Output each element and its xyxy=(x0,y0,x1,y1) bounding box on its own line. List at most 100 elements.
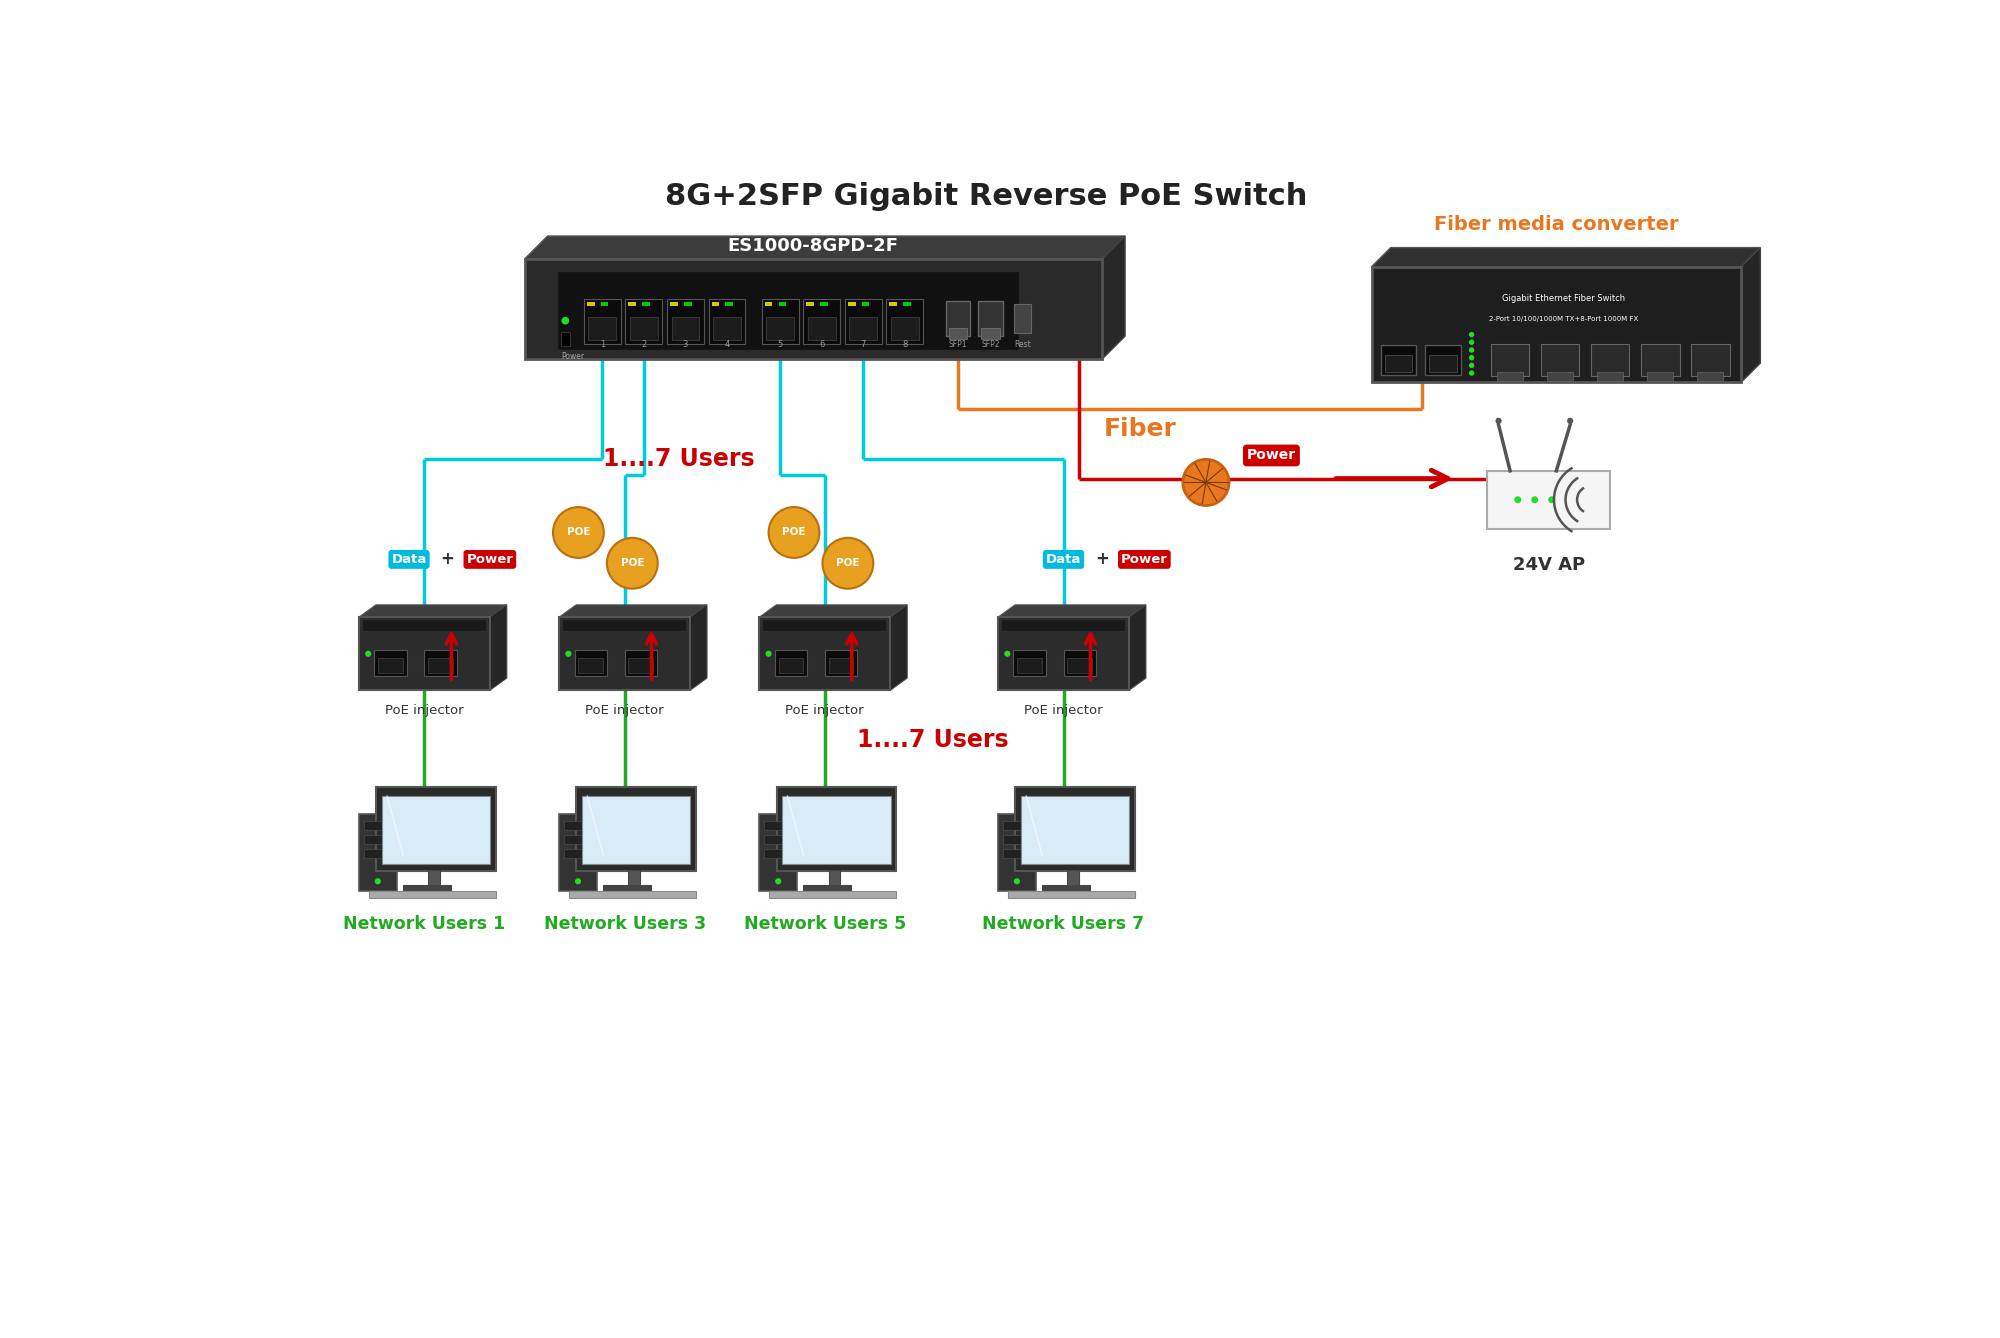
Bar xyxy=(824,650,858,677)
Bar xyxy=(578,658,604,673)
Bar xyxy=(982,328,1000,340)
Circle shape xyxy=(552,507,604,558)
Circle shape xyxy=(776,878,782,884)
Text: Data: Data xyxy=(1046,553,1082,566)
Circle shape xyxy=(1468,340,1474,345)
Polygon shape xyxy=(358,605,506,617)
Bar xyxy=(1490,344,1530,376)
Text: PoE injector: PoE injector xyxy=(386,704,464,717)
Bar xyxy=(672,317,700,340)
Bar xyxy=(808,317,836,340)
Polygon shape xyxy=(524,235,1126,260)
Bar xyxy=(766,317,794,340)
Bar xyxy=(564,848,592,858)
Bar xyxy=(568,891,696,898)
Bar xyxy=(1498,372,1524,381)
Bar xyxy=(764,848,792,858)
Bar xyxy=(666,300,704,344)
Bar xyxy=(978,301,1002,336)
Circle shape xyxy=(562,317,570,325)
Text: Power: Power xyxy=(562,352,584,360)
Bar xyxy=(1488,471,1610,529)
Text: 24V AP: 24V AP xyxy=(1512,555,1584,574)
Bar xyxy=(904,302,912,306)
Text: Fiber: Fiber xyxy=(1104,416,1176,440)
Polygon shape xyxy=(1372,248,1760,266)
Bar xyxy=(358,814,398,891)
Text: 8G+2SFP Gigabit Reverse PoE Switch: 8G+2SFP Gigabit Reverse PoE Switch xyxy=(666,182,1308,211)
Bar xyxy=(574,650,606,677)
Polygon shape xyxy=(1742,248,1760,383)
Bar xyxy=(1004,822,1030,831)
Bar xyxy=(1004,835,1030,844)
Bar xyxy=(584,300,620,344)
Polygon shape xyxy=(760,605,908,617)
Bar xyxy=(402,886,450,894)
Polygon shape xyxy=(490,605,506,690)
Text: SFP2: SFP2 xyxy=(982,340,1000,349)
Bar xyxy=(576,787,696,871)
Circle shape xyxy=(768,507,820,558)
Bar xyxy=(626,300,662,344)
Circle shape xyxy=(1532,496,1538,503)
Bar xyxy=(1540,344,1580,376)
Bar xyxy=(1380,345,1416,375)
Bar xyxy=(364,835,392,844)
Text: Gigabit Ethernet Fiber Switch: Gigabit Ethernet Fiber Switch xyxy=(1502,293,1626,302)
Text: PoE injector: PoE injector xyxy=(586,704,664,717)
Circle shape xyxy=(1548,496,1556,503)
Bar xyxy=(628,870,640,887)
Bar xyxy=(374,650,406,677)
Text: POE: POE xyxy=(620,558,644,569)
Bar xyxy=(1008,891,1134,898)
Bar xyxy=(684,302,692,306)
Bar xyxy=(782,796,890,863)
Circle shape xyxy=(1568,417,1574,424)
Text: +: + xyxy=(440,550,454,569)
Bar xyxy=(1042,886,1090,894)
Bar xyxy=(806,302,814,306)
Bar xyxy=(948,328,968,340)
Bar xyxy=(358,617,490,690)
Bar xyxy=(362,621,486,632)
Text: Network Users 5: Network Users 5 xyxy=(744,915,906,933)
Bar xyxy=(760,617,890,690)
Circle shape xyxy=(374,878,380,884)
Bar xyxy=(1426,345,1460,375)
Text: 4: 4 xyxy=(724,340,730,349)
Bar xyxy=(564,621,686,632)
Text: Network Users 3: Network Users 3 xyxy=(544,915,706,933)
Bar xyxy=(1692,344,1730,376)
Text: Network Users 1: Network Users 1 xyxy=(344,915,506,933)
Polygon shape xyxy=(1128,605,1146,690)
Bar xyxy=(670,302,678,306)
Bar xyxy=(556,272,1018,351)
Bar xyxy=(764,302,772,306)
Bar xyxy=(1598,372,1624,381)
Bar xyxy=(764,822,792,831)
Bar xyxy=(1642,344,1680,376)
Text: 1: 1 xyxy=(600,340,604,349)
Circle shape xyxy=(366,650,372,657)
Text: Rest: Rest xyxy=(1014,340,1032,349)
Bar xyxy=(758,814,798,891)
Bar xyxy=(886,300,924,344)
Bar xyxy=(1014,304,1032,333)
Bar xyxy=(844,300,882,344)
Text: 8: 8 xyxy=(902,340,908,349)
Bar xyxy=(1016,787,1134,871)
Circle shape xyxy=(606,538,658,589)
Bar xyxy=(1014,650,1046,677)
Circle shape xyxy=(1468,363,1474,368)
Bar xyxy=(378,658,402,673)
Bar xyxy=(774,650,808,677)
Bar xyxy=(364,822,392,831)
Bar xyxy=(850,317,878,340)
Bar xyxy=(1430,355,1456,372)
Bar xyxy=(376,787,496,871)
Text: +: + xyxy=(1096,550,1108,569)
Text: Power: Power xyxy=(1246,448,1296,463)
Bar xyxy=(1068,658,1092,673)
Bar xyxy=(778,302,786,306)
Bar xyxy=(778,658,804,673)
